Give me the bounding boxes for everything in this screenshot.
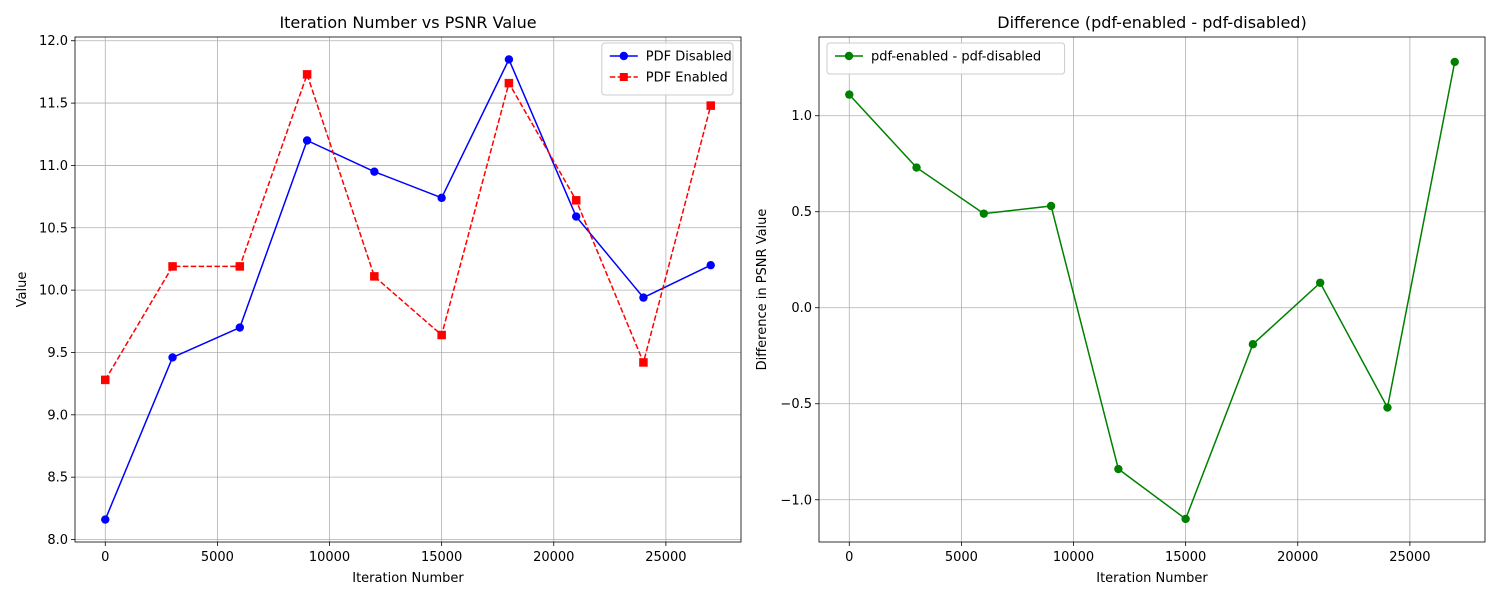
data-point — [302, 136, 312, 145]
data-point — [1181, 514, 1190, 524]
y-tick-label: 0.5 — [791, 205, 812, 220]
axes-frame — [818, 36, 1486, 543]
data-point — [639, 358, 648, 367]
data-point — [912, 163, 921, 172]
data-point — [571, 196, 581, 205]
series-line — [104, 72, 712, 381]
data-point — [1315, 278, 1325, 287]
data-point — [706, 260, 715, 270]
legend: PDF Disabled PDF Enabled — [601, 42, 734, 96]
legend-box — [826, 42, 1066, 75]
series-pdf-disabled — [101, 55, 715, 524]
x-tick-label: 5000 — [201, 550, 234, 565]
legend-label: pdf-enabled - pdf-disabled — [871, 50, 1041, 65]
legend: pdf-enabled - pdf-disabled — [826, 42, 1066, 75]
x-tick-label: 20000 — [1277, 550, 1318, 565]
x-tick-label: 15000 — [1165, 550, 1206, 565]
chart-2: 0 5000 10000 15000 20000 25000 −1.0 −0.5 0.0 0.5 1… — [755, 13, 1486, 586]
data-point — [168, 353, 177, 362]
y-tick-label: 9.0 — [47, 408, 68, 423]
data-point — [504, 78, 514, 88]
series-pdf-enabled-pdf-disabled — [845, 57, 1459, 524]
legend-marker — [619, 51, 628, 61]
x-tick-label: 0 — [845, 550, 853, 565]
x-tick-label: 0 — [101, 550, 109, 565]
y-tick-label: 10.5 — [39, 221, 68, 236]
legend-label: PDF Enabled — [646, 71, 728, 86]
data-point — [571, 212, 581, 221]
y-tick-label: 8.0 — [47, 533, 68, 548]
x-axis-label: Iteration Number — [1096, 571, 1208, 586]
y-axis-label: Difference in PSNR Value — [755, 209, 770, 371]
y-tick-label: −1.0 — [780, 493, 812, 508]
data-point — [1383, 403, 1392, 412]
data-point — [302, 70, 312, 79]
data-point — [979, 209, 989, 218]
y-tick-label: 8.5 — [47, 471, 68, 486]
x-tick-label: 10000 — [309, 550, 350, 565]
data-point — [706, 101, 715, 110]
y-tick-label: −0.5 — [780, 397, 812, 412]
legend-marker — [619, 73, 628, 81]
data-point — [101, 375, 110, 385]
data-point — [235, 323, 245, 332]
grid — [819, 37, 1485, 542]
y-tick-label: 1.0 — [791, 109, 812, 124]
chart-title: Difference (pdf-enabled - pdf-disabled) — [997, 13, 1306, 32]
data-point — [639, 293, 648, 302]
y-tick-label: 0.0 — [791, 301, 812, 316]
data-point — [370, 272, 379, 281]
y-tick-label: 10.0 — [39, 284, 68, 299]
data-point — [101, 515, 110, 524]
series-line — [104, 57, 712, 520]
data-point — [1450, 57, 1459, 67]
x-tick-label: 15000 — [421, 550, 462, 565]
data-point — [1046, 201, 1056, 211]
x-tick-label: 20000 — [533, 550, 574, 565]
plot-area — [819, 37, 1485, 542]
data-point — [168, 262, 177, 271]
series-pdf-enabled — [101, 70, 715, 385]
y-tick-label: 12.0 — [39, 34, 68, 49]
data-point — [1114, 464, 1123, 474]
chart-title: Iteration Number vs PSNR Value — [279, 13, 536, 32]
chart-1: 0 5000 10000 15000 20000 25000 8.0 8.5 9.0 9.5 10.… — [15, 13, 742, 586]
axes-frame — [74, 36, 742, 543]
y-tick-label: 11.5 — [39, 97, 68, 112]
legend-marker — [844, 51, 854, 61]
y-axis-label: Value — [15, 272, 30, 308]
data-point — [437, 193, 446, 203]
data-point — [504, 55, 514, 64]
x-tick-label: 5000 — [945, 550, 978, 565]
y-tick-label: 11.0 — [39, 159, 68, 174]
x-tick-label: 10000 — [1053, 550, 1094, 565]
series-line — [848, 61, 1456, 521]
y-tick-label: 9.5 — [47, 346, 68, 361]
data-point — [1248, 340, 1258, 349]
x-tick-label: 25000 — [645, 550, 686, 565]
plot-area — [75, 37, 741, 542]
legend-label: PDF Disabled — [646, 50, 732, 65]
x-tick-label: 25000 — [1389, 550, 1430, 565]
data-point — [370, 167, 379, 176]
data-point — [845, 90, 854, 99]
x-axis-label: Iteration Number — [352, 571, 464, 586]
grid — [75, 37, 741, 542]
data-point — [437, 330, 446, 340]
data-point — [235, 262, 245, 271]
